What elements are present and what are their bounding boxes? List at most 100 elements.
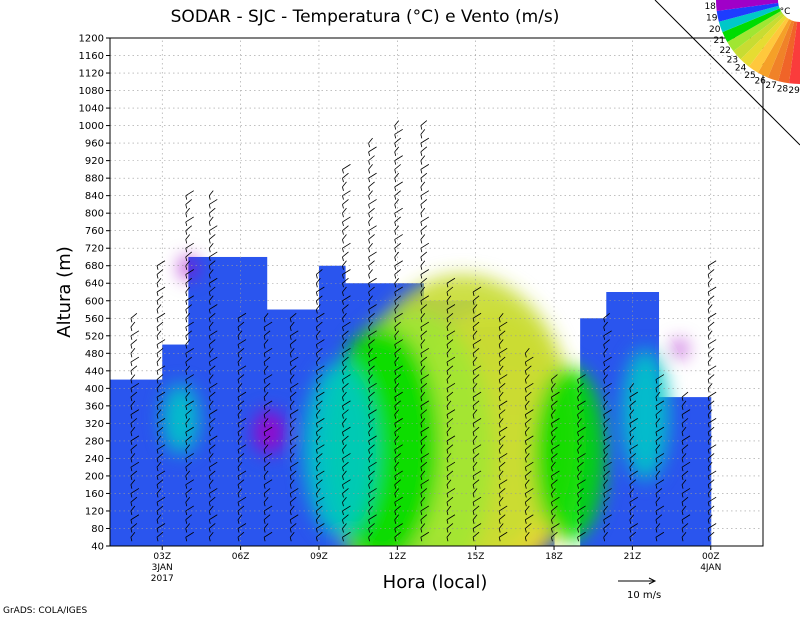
wind-barb bbox=[156, 330, 162, 340]
colorbar-label: 27 bbox=[765, 81, 776, 91]
wind-barb bbox=[130, 418, 138, 428]
wind-barb bbox=[342, 339, 347, 349]
wind-reference-label: 10 m/s bbox=[627, 590, 661, 601]
wind-barb bbox=[681, 531, 687, 542]
wind-barb bbox=[263, 356, 271, 367]
wind-barb bbox=[707, 409, 713, 419]
wind-barb bbox=[368, 409, 377, 419]
wind-barb bbox=[156, 374, 164, 384]
colorbar-swatch bbox=[733, 13, 785, 60]
wind-reference-arrowhead bbox=[648, 577, 657, 585]
wind-barb bbox=[420, 383, 428, 393]
temperature-blob bbox=[533, 366, 607, 542]
wind-barb bbox=[498, 453, 508, 463]
wind-barb-column bbox=[524, 348, 534, 542]
wind-barb bbox=[498, 391, 504, 402]
wind-barb bbox=[315, 488, 321, 498]
wind-barb bbox=[707, 286, 717, 297]
wind-barb bbox=[472, 374, 480, 384]
wind-barb bbox=[208, 461, 218, 472]
wind-barb bbox=[394, 339, 403, 349]
wind-barb bbox=[577, 470, 582, 481]
wind-barb bbox=[289, 514, 299, 524]
wind-barb bbox=[420, 488, 428, 498]
wind-barb bbox=[420, 356, 428, 367]
wind-barb bbox=[420, 146, 428, 156]
wind-barb bbox=[208, 453, 214, 463]
wind-barb bbox=[289, 374, 295, 384]
wind-barb bbox=[394, 418, 403, 428]
wind-barb bbox=[368, 348, 373, 358]
wind-barb bbox=[707, 269, 715, 279]
wind-barb bbox=[524, 470, 532, 481]
wind-barb bbox=[603, 470, 610, 481]
x-axis-title: Hora (local) bbox=[383, 572, 488, 593]
colorbar-swatch bbox=[740, 15, 787, 67]
wind-barb bbox=[551, 400, 558, 410]
wind-barb bbox=[394, 409, 400, 419]
wind-barb bbox=[368, 391, 375, 402]
wind-barb bbox=[237, 409, 243, 419]
wind-barb bbox=[368, 155, 375, 165]
wind-barb-column bbox=[629, 383, 638, 542]
wind-barb bbox=[472, 339, 482, 349]
y-axis: 40 80 120 160 200 240 280 320 360 400 440 480 520 560… bbox=[79, 34, 110, 553]
wind-barb bbox=[655, 400, 665, 410]
wind-barb bbox=[394, 129, 403, 139]
wind-barb bbox=[263, 523, 269, 533]
wind-barb bbox=[185, 531, 194, 542]
wind-barb bbox=[237, 312, 247, 323]
wind-barb bbox=[185, 347, 194, 358]
wind-barb bbox=[394, 488, 400, 498]
wind-barb bbox=[603, 348, 608, 358]
wind-barb bbox=[603, 496, 610, 507]
wind-barb bbox=[681, 418, 689, 428]
wind-barb bbox=[420, 391, 426, 402]
y-tick-label: 760 bbox=[85, 226, 104, 237]
wind-barb-column bbox=[156, 260, 166, 542]
wind-barb bbox=[156, 269, 164, 279]
wind-barb bbox=[707, 418, 717, 428]
wind-barb bbox=[603, 479, 608, 489]
wind-barb bbox=[368, 453, 373, 463]
wind-barb bbox=[368, 505, 373, 516]
wind-barb bbox=[185, 225, 193, 235]
wind-barb bbox=[342, 347, 351, 358]
wind-barb bbox=[420, 479, 430, 489]
wind-barb bbox=[472, 400, 480, 410]
wind-barb bbox=[315, 479, 323, 489]
wind-barb bbox=[237, 339, 247, 349]
wind-barb bbox=[603, 374, 608, 384]
temperature-field bbox=[110, 256, 712, 546]
wind-barb bbox=[394, 312, 403, 323]
wind-barb bbox=[263, 347, 273, 358]
wind-barb bbox=[342, 435, 349, 445]
wind-barb bbox=[315, 339, 325, 349]
wind-barb bbox=[342, 461, 349, 472]
wind-barb bbox=[524, 461, 534, 472]
wind-barb bbox=[185, 304, 193, 314]
wind-barb bbox=[342, 426, 351, 437]
wind-barb bbox=[130, 496, 138, 507]
wind-barb bbox=[342, 260, 347, 270]
wind-barb bbox=[420, 225, 428, 235]
wind-barb bbox=[263, 444, 269, 454]
wind-barb bbox=[315, 444, 325, 454]
wind-barb-column bbox=[420, 120, 430, 542]
wind-barb bbox=[208, 356, 218, 367]
wind-barb bbox=[237, 444, 247, 454]
wind-barb bbox=[185, 321, 194, 332]
wind-barb bbox=[208, 304, 218, 314]
wind-barb bbox=[629, 409, 635, 419]
wind-barb bbox=[368, 400, 373, 410]
y-tick-label: 80 bbox=[91, 524, 104, 535]
wind-barb bbox=[446, 496, 454, 507]
wind-barb bbox=[420, 295, 430, 305]
wind-barb bbox=[263, 426, 273, 437]
wind-barb bbox=[707, 321, 715, 332]
wind-barb bbox=[707, 505, 715, 516]
wind-barb-column bbox=[237, 312, 247, 542]
wind-barb bbox=[446, 426, 452, 437]
wind-barb bbox=[472, 312, 482, 323]
wind-barb bbox=[185, 391, 191, 402]
